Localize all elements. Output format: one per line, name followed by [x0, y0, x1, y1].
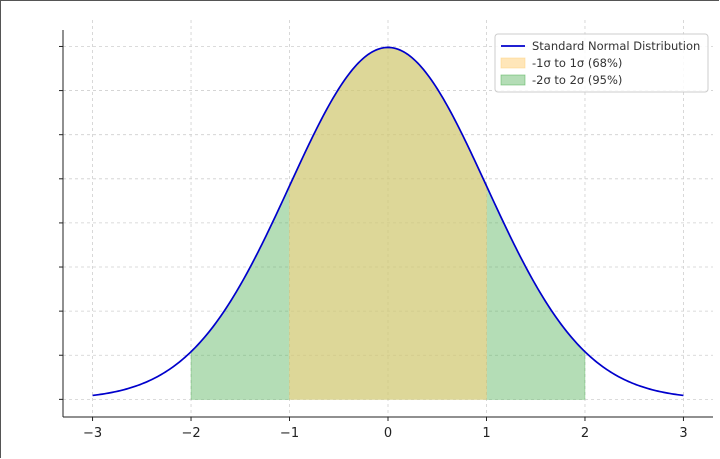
- shaded-region-1: [289, 47, 487, 400]
- curve-layer: [92, 46, 684, 397]
- legend-label: Standard Normal Distribution: [532, 39, 700, 53]
- legend-box: [494, 33, 709, 93]
- x-tick-label: −2: [181, 426, 200, 441]
- legend-label: -2σ to 2σ (95%): [532, 73, 622, 87]
- axes: −3 −2 −1 0 1 2 3: [59, 30, 713, 441]
- shaded-regions: [190, 47, 586, 400]
- x-tick-label: 0: [384, 426, 392, 441]
- legend-label: -1σ to 1σ (68%): [532, 56, 622, 70]
- x-tick-label: −3: [83, 426, 102, 441]
- legend-swatch-fill: [500, 57, 526, 69]
- legend: Standard Normal Distribution -1σ to 1σ (6…: [494, 33, 709, 93]
- x-tick-label: 2: [581, 426, 589, 441]
- normal-curve-line: [92, 46, 684, 397]
- x-tick-label: 1: [482, 426, 490, 441]
- x-tick-label: 3: [679, 426, 687, 441]
- legend-swatch-fill: [500, 74, 526, 86]
- x-tick-label: −1: [280, 426, 299, 441]
